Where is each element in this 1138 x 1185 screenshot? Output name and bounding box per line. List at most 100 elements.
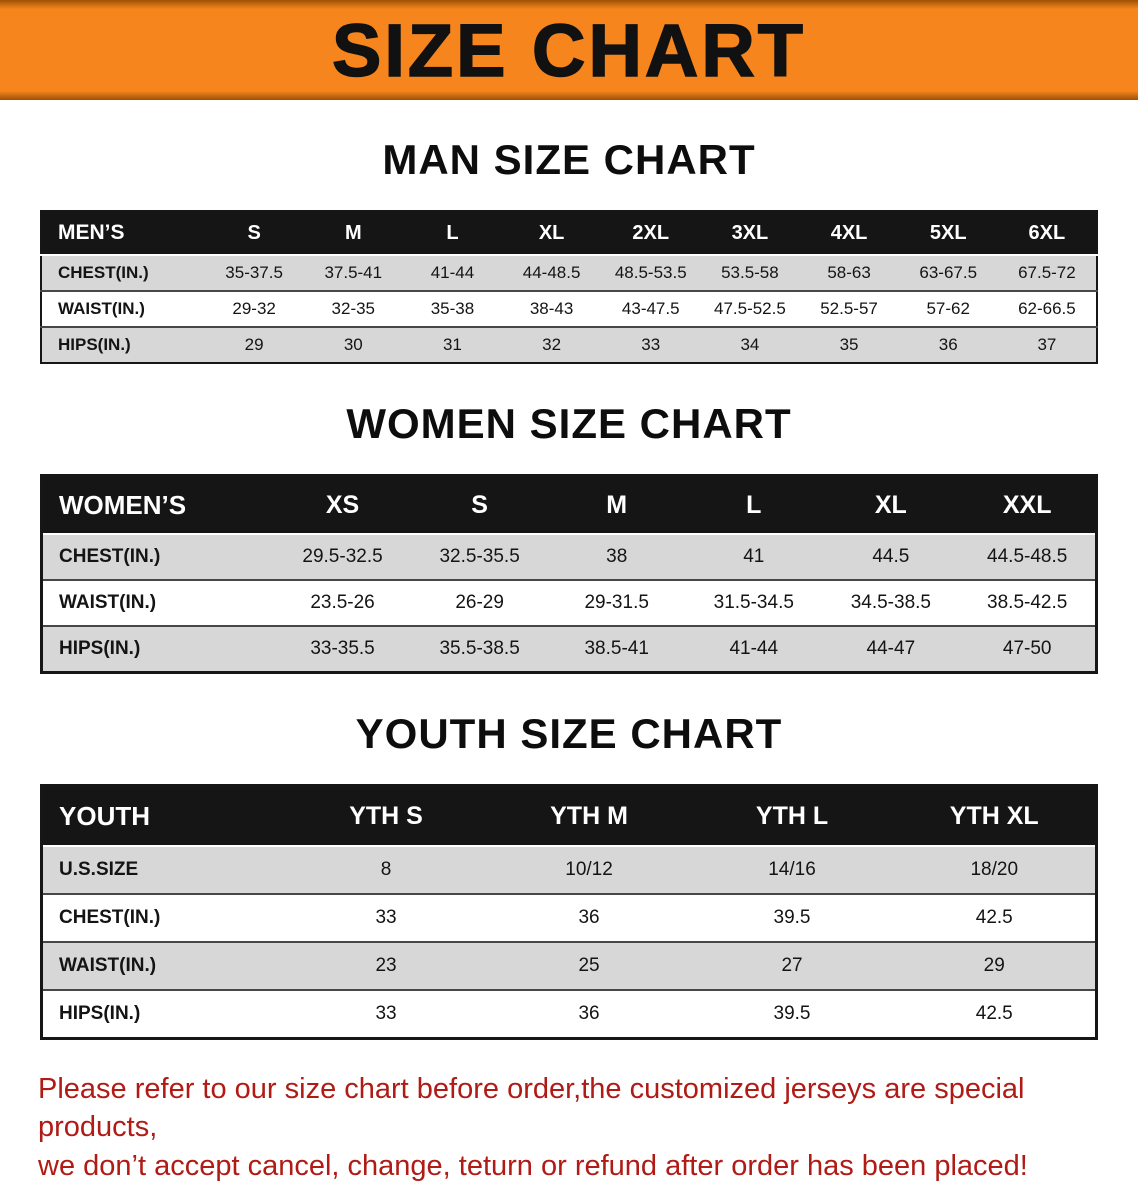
row-label-cell: HIPS(IN.) (58, 335, 131, 354)
value-cell: 38.5-42.5 (987, 592, 1068, 613)
size-header-cell: M (548, 475, 686, 534)
size-header-cell: 6XL (997, 211, 1097, 255)
value-cell: 38.5-41 (584, 638, 649, 659)
table-row: HIPS(IN.) 33 36 39.5 42.5 (41, 990, 1097, 1039)
women-size-chart: WOMEN’S XS S M L XL XXL CHEST(IN.) 29.5-32.5 32.5… (40, 474, 1098, 674)
value-cell: 29-32 (232, 299, 276, 318)
row-label-cell: U.S.SIZE (59, 859, 139, 880)
value-cell: 33 (641, 335, 661, 354)
value-cell: 36 (938, 335, 958, 354)
row-label-cell: WAIST(IN.) (58, 299, 145, 318)
value-cell: 30 (343, 335, 363, 354)
value-cell: 14/16 (768, 859, 816, 880)
size-header-cell: XL (502, 211, 602, 255)
banner-title: SIZE CHART (331, 8, 806, 93)
size-header-cell: M (303, 211, 403, 255)
value-cell: 35-38 (430, 299, 475, 318)
value-cell: 32 (542, 335, 562, 354)
value-cell: 44.5-48.5 (987, 546, 1068, 567)
value-cell: 38-43 (529, 299, 574, 318)
row-label-cell: WAIST(IN.) (59, 592, 157, 613)
value-cell: 23.5-26 (310, 592, 375, 613)
disclaimer-line-1: Please refer to our size chart before or… (38, 1073, 1025, 1144)
size-header-cell: 3XL (700, 211, 800, 255)
disclaimer-line-2: we don’t accept cancel, change, teturn o… (38, 1149, 1028, 1182)
value-cell: 57-62 (926, 299, 970, 318)
table-row: U.S.SIZE 8 10/12 14/16 18/20 (41, 846, 1097, 894)
value-cell: 39.5 (773, 907, 811, 928)
size-header-cell: 5XL (898, 211, 998, 255)
value-cell: 44-48.5 (522, 263, 581, 282)
size-header-cell: S (204, 211, 304, 255)
value-cell: 36 (578, 1003, 600, 1024)
men-size-chart-heading: MAN SIZE CHART (382, 136, 756, 183)
value-cell: 41 (743, 546, 765, 567)
value-cell: 35.5-38.5 (439, 638, 520, 659)
size-header-cell: S (411, 475, 549, 534)
size-header-cell: XL (822, 475, 960, 534)
value-cell: 33 (375, 907, 397, 928)
youth-size-chart-table: YOUTH YTH S YTH M YTH L YTH XL U.S.SIZE 8 10/12… (40, 784, 1098, 1040)
size-header-cell: 2XL (601, 211, 701, 255)
size-header-cell: L (402, 211, 503, 255)
value-cell: 42.5 (975, 1003, 1013, 1024)
table-row: HIPS(IN.) 33-35.5 35.5-38.5 38.5-41 41-44 44-… (41, 626, 1097, 673)
table-row: HIPS(IN.) 29 30 31 32 33 34 35 36 37 (41, 327, 1097, 363)
value-cell: 33-35.5 (310, 638, 375, 659)
women-size-chart-heading: WOMEN SIZE CHART (346, 400, 792, 447)
value-cell: 42.5 (975, 907, 1013, 928)
row-label-cell: HIPS(IN.) (59, 638, 141, 659)
header-row: WOMEN’S XS S M L XL XXL (41, 475, 1097, 534)
value-cell: 43-47.5 (621, 299, 680, 318)
size-header-cell: YTH L (690, 785, 894, 846)
value-cell: 32-35 (331, 299, 376, 318)
table-row: CHEST(IN.) 35-37.5 37.5-41 41-44 44-48.5 48.5… (41, 255, 1097, 291)
disclaimer: Please refer to our size chart before or… (38, 1070, 1100, 1185)
table-title-cell: YOUTH (41, 785, 285, 846)
value-cell: 33 (375, 1003, 397, 1024)
value-cell: 34.5-38.5 (850, 592, 931, 613)
row-label-cell: WAIST(IN.) (59, 955, 157, 976)
value-cell: 31.5-34.5 (713, 592, 794, 613)
value-cell: 23 (375, 955, 397, 976)
value-cell: 48.5-53.5 (614, 263, 687, 282)
value-cell: 47.5-52.5 (713, 299, 786, 318)
table-row: CHEST(IN.) 29.5-32.5 32.5-35.5 38 41 44.5 44.5… (41, 534, 1097, 580)
row-label-cell: CHEST(IN.) (59, 546, 161, 567)
row-label-cell: CHEST(IN.) (58, 263, 149, 282)
size-header-cell: YTH S (284, 785, 488, 846)
size-header-cell: XXL (959, 475, 1097, 534)
value-cell: 35 (839, 335, 859, 354)
value-cell: 37 (1037, 335, 1057, 354)
value-cell: 62-66.5 (1018, 299, 1076, 318)
value-cell: 44.5 (872, 546, 910, 567)
men-size-chart: MEN’S S M L XL 2XL 3XL 4XL 5XL 6XL CHEST(IN.) 35-37… (40, 210, 1098, 364)
row-label-cell: HIPS(IN.) (59, 1003, 141, 1024)
value-cell: 34 (740, 335, 760, 354)
header-row: MEN’S S M L XL 2XL 3XL 4XL 5XL 6XL (41, 211, 1097, 255)
size-header-cell: YTH M (487, 785, 691, 846)
value-cell: 10/12 (565, 859, 613, 880)
value-cell: 63-67.5 (919, 263, 978, 282)
value-cell: 32.5-35.5 (439, 546, 520, 567)
value-cell: 29.5-32.5 (302, 546, 383, 567)
size-header-cell: YTH XL (893, 785, 1097, 846)
table-row: WAIST(IN.) 23.5-26 26-29 29-31.5 31.5-34.5 34… (41, 580, 1097, 626)
value-cell: 25 (578, 955, 600, 976)
value-cell: 67.5-72 (1018, 263, 1076, 282)
men-size-chart-table: MEN’S S M L XL 2XL 3XL 4XL 5XL 6XL CHEST(IN.) 35-37… (40, 210, 1098, 364)
value-cell: 38 (606, 546, 628, 567)
value-cell: 41-44 (729, 638, 779, 659)
value-cell: 18/20 (970, 859, 1019, 880)
value-cell: 41-44 (430, 263, 475, 282)
value-cell: 29 (244, 335, 264, 354)
value-cell: 36 (578, 907, 600, 928)
value-cell: 8 (380, 859, 392, 880)
youth-size-chart-heading: YOUTH SIZE CHART (355, 710, 783, 757)
value-cell: 37.5-41 (324, 263, 383, 282)
youth-size-chart: YOUTH YTH S YTH M YTH L YTH XL U.S.SIZE 8 10/12… (40, 784, 1098, 1040)
size-header-cell: XS (274, 475, 412, 534)
value-cell: 58-63 (827, 263, 871, 282)
women-size-chart-table: WOMEN’S XS S M L XL XXL CHEST(IN.) 29.5-32.5 32.5… (40, 474, 1098, 674)
value-cell: 29-31.5 (584, 592, 649, 613)
